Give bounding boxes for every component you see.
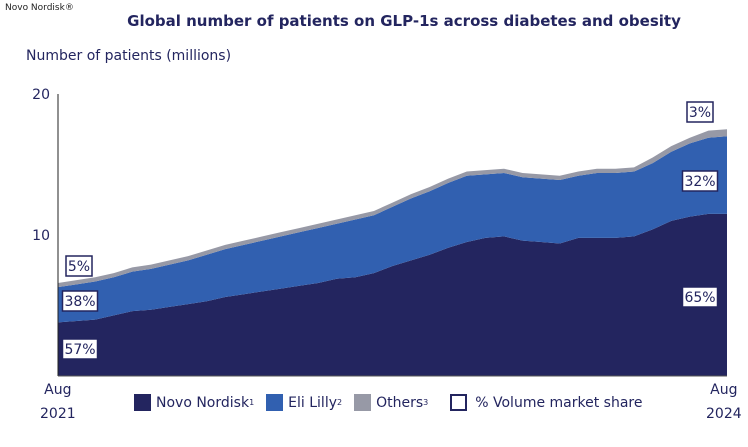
brand-logo-text: Novo Nordisk® xyxy=(5,3,74,13)
x-tick-start: Aug 2021 xyxy=(40,382,76,422)
y-tick-label: 10 xyxy=(32,228,50,244)
x-tick-end: Aug 2024 xyxy=(706,382,742,422)
y-axis-label: Number of patients (millions) xyxy=(26,48,232,64)
legend-item-novo-nordisk: Novo Nordisk 1 xyxy=(134,394,254,411)
legend-item-eli-lilly: Eli Lilly 2 xyxy=(266,394,342,411)
legend-swatch xyxy=(134,394,151,411)
legend-item-others: Others 3 xyxy=(354,394,428,411)
share-label-end-eli-lilly: 32% xyxy=(684,174,715,190)
share-label-start-novo-nordisk: 57% xyxy=(64,342,95,358)
legend-item-share: % Volume market share xyxy=(450,394,642,411)
chart-title: Global number of patients on GLP-1s acro… xyxy=(127,12,681,30)
legend-swatch xyxy=(354,394,372,411)
share-label-end-novo-nordisk-box xyxy=(681,286,719,308)
legend-swatch xyxy=(450,394,468,411)
share-label-end-others: 3% xyxy=(689,105,711,121)
area-novo-nordisk xyxy=(58,213,727,376)
share-label-start-eli-lilly-box xyxy=(61,290,99,312)
share-label-start-others: 5% xyxy=(68,259,90,275)
y-tick-label: 20 xyxy=(32,87,50,103)
legend: Novo Nordisk 1 Eli Lilly 2 Others 3 % Volum… xyxy=(134,394,654,411)
share-label-end-novo-nordisk: 65% xyxy=(684,290,715,306)
share-label-end-others-box xyxy=(686,101,714,123)
legend-swatch xyxy=(266,394,284,411)
area-others xyxy=(58,129,727,288)
share-label-start-novo-nordisk-box xyxy=(61,338,99,360)
area-eli-lilly xyxy=(58,136,727,323)
share-label-start-others-box xyxy=(65,255,93,277)
share-label-start-eli-lilly: 38% xyxy=(64,294,95,310)
share-label-end-eli-lilly-box xyxy=(681,170,719,192)
